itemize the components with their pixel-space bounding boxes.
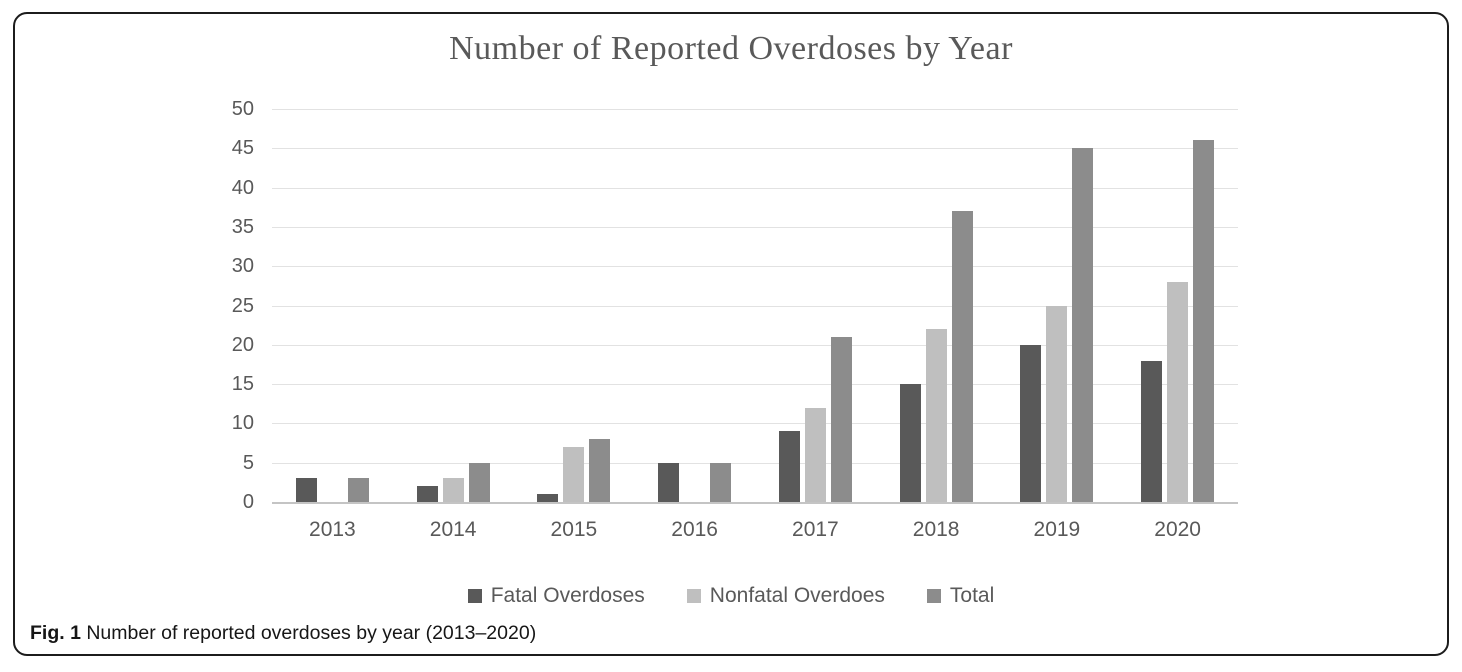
chart-legend: Fatal Overdoses Nonfatal Overdoes Total	[15, 584, 1447, 608]
gridline-y-35	[272, 226, 1238, 228]
bar-2017-nonfatal-overdoes	[804, 407, 826, 502]
y-tick-label-5: 5	[242, 451, 254, 474]
gridline-y-50	[272, 109, 1238, 110]
legend-label: Total	[949, 584, 995, 607]
gridline-y-5	[272, 462, 1238, 464]
bar-group-2019	[997, 109, 1118, 502]
legend-swatch-icon	[467, 589, 482, 603]
bar-2015-nonfatal-overdoes	[563, 446, 585, 502]
bar-2016-fatal-overdoses	[658, 462, 680, 502]
bar-2019-nonfatal-overdoes	[1046, 305, 1068, 502]
y-tick-label-35: 35	[231, 215, 254, 238]
gridline-y-25	[272, 305, 1238, 307]
bar-2018-nonfatal-overdoes	[925, 329, 947, 502]
x-tick-label-2014: 2014	[429, 518, 477, 541]
bar-2014-fatal-overdoses	[416, 486, 438, 502]
gridline-y-45	[272, 148, 1238, 150]
y-tick-label-50: 50	[231, 98, 254, 120]
bar-2020-fatal-overdoses	[1141, 360, 1163, 502]
y-tick-label-40: 40	[231, 176, 254, 199]
gridline-y-40	[272, 187, 1238, 189]
bar-2013-fatal-overdoses	[295, 478, 317, 502]
y-tick-label-45: 45	[231, 137, 254, 160]
legend-swatch-icon	[926, 589, 941, 603]
bar-group-2013	[272, 109, 393, 502]
bar-2016-total	[710, 462, 732, 502]
x-tick-label-2016: 2016	[671, 518, 718, 541]
legend-item-nonfatal-overdoes: Nonfatal Overdoes	[686, 584, 885, 608]
bar-2013-total	[347, 478, 369, 502]
bar-2017-fatal-overdoses	[778, 431, 800, 502]
legend-label: Fatal Overdoses	[490, 584, 645, 607]
bar-2014-nonfatal-overdoes	[442, 478, 464, 502]
legend-swatch-icon	[686, 589, 701, 603]
x-tick-label-2018: 2018	[912, 518, 960, 541]
bar-group-2017	[755, 109, 876, 502]
x-axis-line	[272, 502, 1238, 504]
bar-2018-total	[951, 211, 973, 502]
y-tick-label-10: 10	[231, 412, 254, 435]
gridline-y-20	[272, 344, 1238, 346]
bar-2015-fatal-overdoses	[537, 494, 559, 502]
bar-2020-nonfatal-overdoes	[1167, 281, 1189, 502]
bar-2019-fatal-overdoses	[1020, 344, 1042, 502]
bar-2017-total	[830, 336, 852, 502]
bar-group-2018	[876, 109, 997, 502]
bar-2020-total	[1193, 140, 1215, 502]
legend-item-total: Total	[926, 584, 995, 608]
x-tick-label-2015: 2015	[550, 518, 598, 541]
y-tick-label-30: 30	[231, 255, 254, 278]
figure-frame: Number of Reported Overdoses by Year 0 5 1…	[13, 12, 1449, 656]
y-tick-label-25: 25	[231, 294, 254, 317]
plot-area: 0 5 10 15 20 25 30 35 40 45 50 2013 2014 2015 2016 2017…	[232, 98, 1238, 541]
bar-group-2014	[393, 109, 514, 502]
bar-group-2020	[1117, 109, 1238, 502]
y-tick-label-20: 20	[231, 333, 254, 356]
bar-2019-total	[1072, 148, 1094, 502]
bar-group-2015	[514, 109, 635, 502]
figure-caption: Fig. 1 Number of reported overdoses by y…	[30, 622, 536, 645]
chart-title: Number of Reported Overdoses by Year	[449, 30, 1013, 67]
bar-group-2016	[634, 109, 755, 502]
x-tick-label-2013: 2013	[309, 518, 356, 541]
bar-2014-total	[468, 462, 490, 502]
figure-caption-label: Fig. 1	[30, 622, 81, 644]
legend-label: Nonfatal Overdoes	[709, 584, 885, 607]
x-tick-label-2019: 2019	[1033, 518, 1081, 541]
figure-caption-text: Number of reported overdoses by year (20…	[80, 622, 537, 644]
gridline-y-10	[272, 423, 1238, 425]
gridline-y-15	[272, 384, 1238, 386]
y-tick-label-15: 15	[231, 373, 254, 396]
x-tick-label-2017: 2017	[792, 518, 839, 541]
gridline-y-30	[272, 266, 1238, 268]
bar-2018-fatal-overdoses	[899, 384, 921, 502]
y-tick-label-0: 0	[242, 491, 254, 513]
bar-2015-total	[589, 439, 611, 502]
x-tick-label-2020: 2020	[1154, 518, 1201, 541]
legend-item-fatal-overdoses: Fatal Overdoses	[467, 584, 645, 608]
